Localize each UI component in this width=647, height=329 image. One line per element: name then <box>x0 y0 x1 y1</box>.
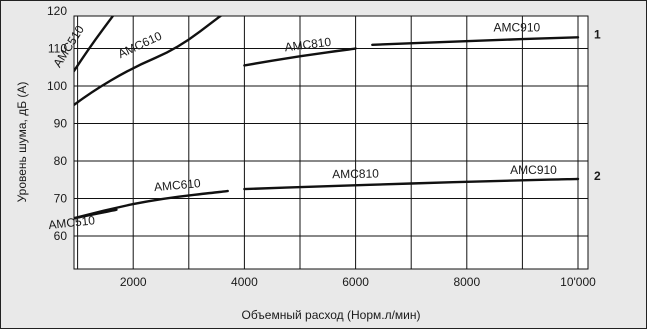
y-axis-title: Уровень шума, дБ (А) <box>15 82 29 203</box>
x-tick-label: 10'000 <box>560 275 596 289</box>
x-tick-label: 6000 <box>342 275 369 289</box>
series-label-amc610: AMC610 <box>153 176 201 194</box>
series-line-amc610-group-2 <box>74 189 229 220</box>
series-label-amc510: AMC510 <box>48 213 96 232</box>
series-label-amc910: AMC910 <box>510 163 557 177</box>
series-label-amc910: AMC910 <box>493 21 540 35</box>
group-label: 1 <box>594 27 601 41</box>
x-tick-label: 8000 <box>453 275 480 289</box>
series-line-amc510-group-1 <box>74 16 115 74</box>
series-line-amc910-group-1 <box>371 36 580 46</box>
tick-labels: 60 70 80 90 100 110 120 2000 4000 6000 8000 10'000 <box>47 4 596 289</box>
y-tick-label: 80 <box>54 154 68 168</box>
x-tick-label: 4000 <box>231 275 258 289</box>
y-tick-label: 90 <box>54 117 68 131</box>
y-tick-label: 120 <box>47 4 67 18</box>
series-label-amc810: AMC810 <box>332 166 379 181</box>
x-tick-label: 2000 <box>120 275 147 289</box>
y-tick-label: 110 <box>48 42 67 56</box>
group-label: 2 <box>594 169 601 183</box>
y-tick-label: 70 <box>54 192 68 206</box>
y-tick-label: 60 <box>54 229 68 243</box>
grid <box>74 16 588 269</box>
series-label-amc810: AMC810 <box>284 35 332 55</box>
series-line-amc610-group-1 <box>74 16 223 107</box>
series-line-amc810-group-1 <box>243 47 357 67</box>
y-tick-label: 100 <box>47 79 67 93</box>
plot-area <box>73 15 589 270</box>
series-line-amc910-group-2 <box>410 177 580 185</box>
series-line-amc810-group-2 <box>243 182 413 191</box>
x-axis-title: Объемный расход (Норм.л/мин) <box>242 308 421 322</box>
series-lines <box>74 16 580 220</box>
